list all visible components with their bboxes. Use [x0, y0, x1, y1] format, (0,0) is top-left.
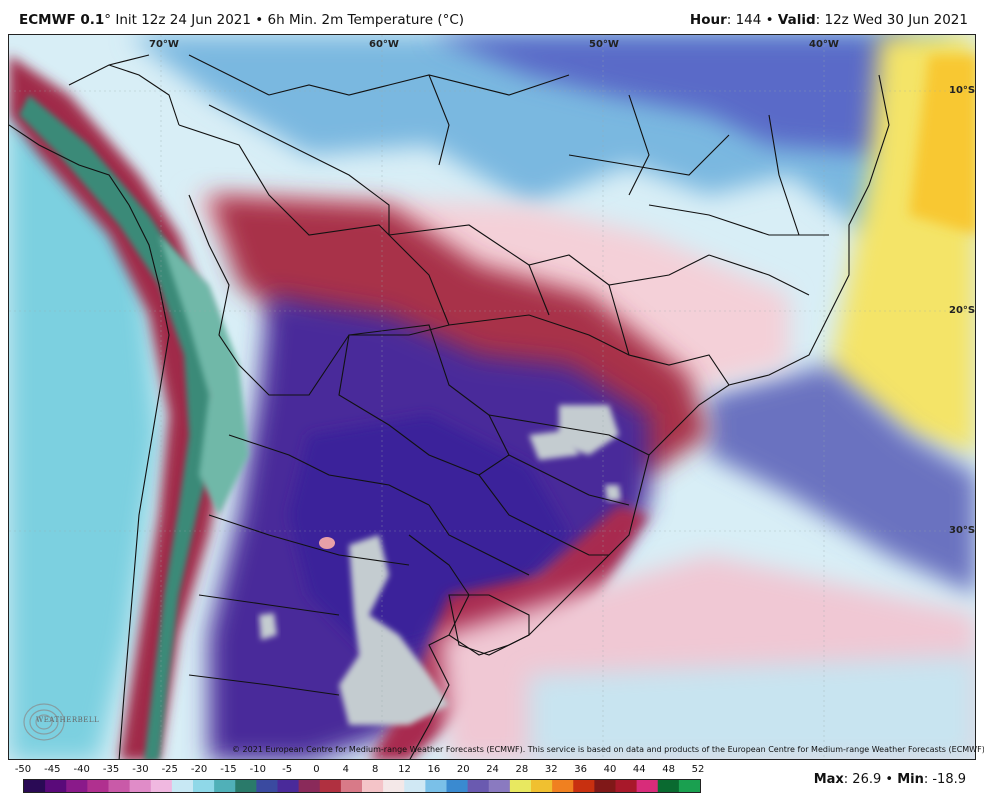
scale-color-swatch — [488, 780, 511, 792]
scale-color-swatch — [552, 780, 574, 792]
scale-color-swatch — [636, 780, 659, 792]
scale-color-swatch — [362, 780, 384, 792]
hour-label: Hour — [689, 12, 727, 28]
scale-tick-label: -15 — [220, 764, 237, 775]
scale-color-swatch — [235, 780, 257, 792]
scale-tick-label: 48 — [662, 764, 676, 775]
frost-patch-argentina — [339, 535, 449, 725]
frost-patch-small — [605, 485, 621, 501]
scale-tick-label: 40 — [603, 764, 617, 775]
scale-color-swatch — [657, 780, 680, 792]
scale-tick-label: 32 — [544, 764, 558, 775]
lat-label-20s: 20°S — [949, 305, 976, 316]
scale-color-swatch — [340, 780, 363, 792]
scale-tick-label: -50 — [14, 764, 32, 775]
map-header: ECMWF 0.1° Init 12z 24 Jun 2021 • 6h Min… — [0, 0, 984, 34]
scale-color-swatch — [87, 780, 109, 792]
scale-color-swatch — [150, 780, 173, 792]
color-scale: -50 -45 -40 -35 -30 -25 -20 -15 -10 -5 0 4 8 12 16 20 24… — [15, 764, 710, 804]
max-min-readout: Max: 26.9 • Min: -18.9 — [814, 772, 966, 787]
scale-tick-label: -45 — [44, 764, 61, 775]
model-name: ECMWF 0.1 — [19, 12, 105, 28]
scale-tick-label: 20 — [456, 764, 470, 775]
pacific-ocean-field — [9, 95, 159, 759]
hour-value: : 144 • — [726, 12, 778, 28]
scale-color-swatch — [193, 780, 215, 792]
scale-color-swatch — [45, 780, 67, 792]
scale-color-swatch — [615, 780, 638, 792]
scale-tick-label: 44 — [632, 764, 646, 775]
scale-color-swatch — [678, 780, 700, 792]
scale-color-swatch — [66, 780, 88, 792]
map-title: ECMWF 0.1° Init 12z 24 Jun 2021 • 6h Min… — [19, 12, 464, 28]
scale-tick-label: 28 — [515, 764, 529, 775]
map-canvas — [9, 35, 975, 759]
frost-patch-west — [259, 613, 277, 640]
lon-label-40w: 40°W — [809, 39, 839, 50]
scale-color-swatch — [509, 780, 532, 792]
scale-tick-label: -40 — [73, 764, 90, 775]
scale-color-swatch — [24, 780, 46, 792]
scale-color-swatch — [298, 780, 321, 792]
lat-label-30s: 30°S — [949, 525, 976, 536]
scale-color-swatch — [425, 780, 447, 792]
frost-patch-parana — [529, 430, 579, 460]
scale-tick-label: 36 — [574, 764, 587, 775]
weatherbell-logo-text: WEATHERBELL — [36, 716, 100, 724]
scale-color-swatch — [383, 780, 405, 792]
scale-tick-label: 24 — [486, 764, 499, 775]
valid-time: Hour: 144 • Valid: 12z Wed 30 Jun 2021 — [690, 12, 968, 28]
copyright-credit: © 2021 European Centre for Medium-range … — [232, 745, 984, 754]
scale-color-swatch — [446, 780, 469, 792]
scale-tick-label: -10 — [249, 764, 266, 775]
north-purple-field — [429, 35, 909, 155]
scale-tick-label: -35 — [102, 764, 120, 775]
max-label: Max — [813, 772, 844, 787]
scale-tick-label: -25 — [161, 764, 178, 775]
scale-color-swatch — [573, 780, 595, 792]
scale-tick-label: 52 — [691, 764, 705, 775]
scale-tick-label: 4 — [342, 764, 349, 775]
graticule — [9, 35, 975, 759]
scale-tick-label: -5 — [282, 764, 293, 775]
atlantic-hot-field — [909, 55, 975, 235]
scale-tick-label: 12 — [398, 764, 411, 775]
lon-label-50w: 50°W — [589, 39, 619, 50]
weatherbell-logo-icon — [23, 703, 65, 741]
scale-color-swatch — [531, 780, 553, 792]
color-scale-bar — [23, 779, 701, 793]
scale-tick-label: -20 — [190, 764, 208, 775]
temperature-map: 70°W 60°W 50°W 40°W 10°S 20°S 30°S — [8, 34, 976, 760]
country-borders — [9, 54, 890, 759]
south-atlantic-blue — [529, 655, 975, 759]
scale-color-swatch — [319, 780, 342, 792]
valid-value: : 12z Wed 30 Jun 2021 — [815, 12, 968, 28]
scale-color-swatch — [256, 780, 278, 792]
color-scale-labels: -50 -45 -40 -35 -30 -25 -20 -15 -10 -5 0 4 8 12 16 20 24… — [15, 764, 710, 778]
scale-color-swatch — [467, 780, 490, 792]
scale-tick-label: 0 — [313, 764, 320, 775]
init-description: ° Init 12z 24 Jun 2021 • 6h Min. 2m Temp… — [104, 12, 465, 28]
lon-label-70w: 70°W — [149, 39, 179, 50]
valid-label: Valid — [777, 12, 816, 28]
min-label: Min — [897, 772, 924, 787]
lat-label-10s: 10°S — [949, 85, 976, 96]
scale-color-swatch — [108, 780, 131, 792]
min-value: : -18.9 — [923, 772, 966, 787]
scale-color-swatch — [129, 780, 152, 792]
scale-color-swatch — [214, 780, 236, 792]
scale-color-swatch — [277, 780, 300, 792]
scale-color-swatch — [171, 780, 194, 792]
lon-label-60w: 60°W — [369, 39, 399, 50]
scale-color-swatch — [404, 780, 426, 792]
scale-tick-label: 8 — [371, 764, 379, 775]
warm-spot — [319, 537, 335, 549]
scale-tick-label: 16 — [427, 764, 441, 775]
scale-color-swatch — [594, 780, 616, 792]
altiplano-cold — [159, 235, 249, 515]
atlantic-purple-band — [709, 365, 975, 595]
max-value: : 26.9 • — [843, 772, 898, 787]
scale-tick-label: -30 — [132, 764, 149, 775]
